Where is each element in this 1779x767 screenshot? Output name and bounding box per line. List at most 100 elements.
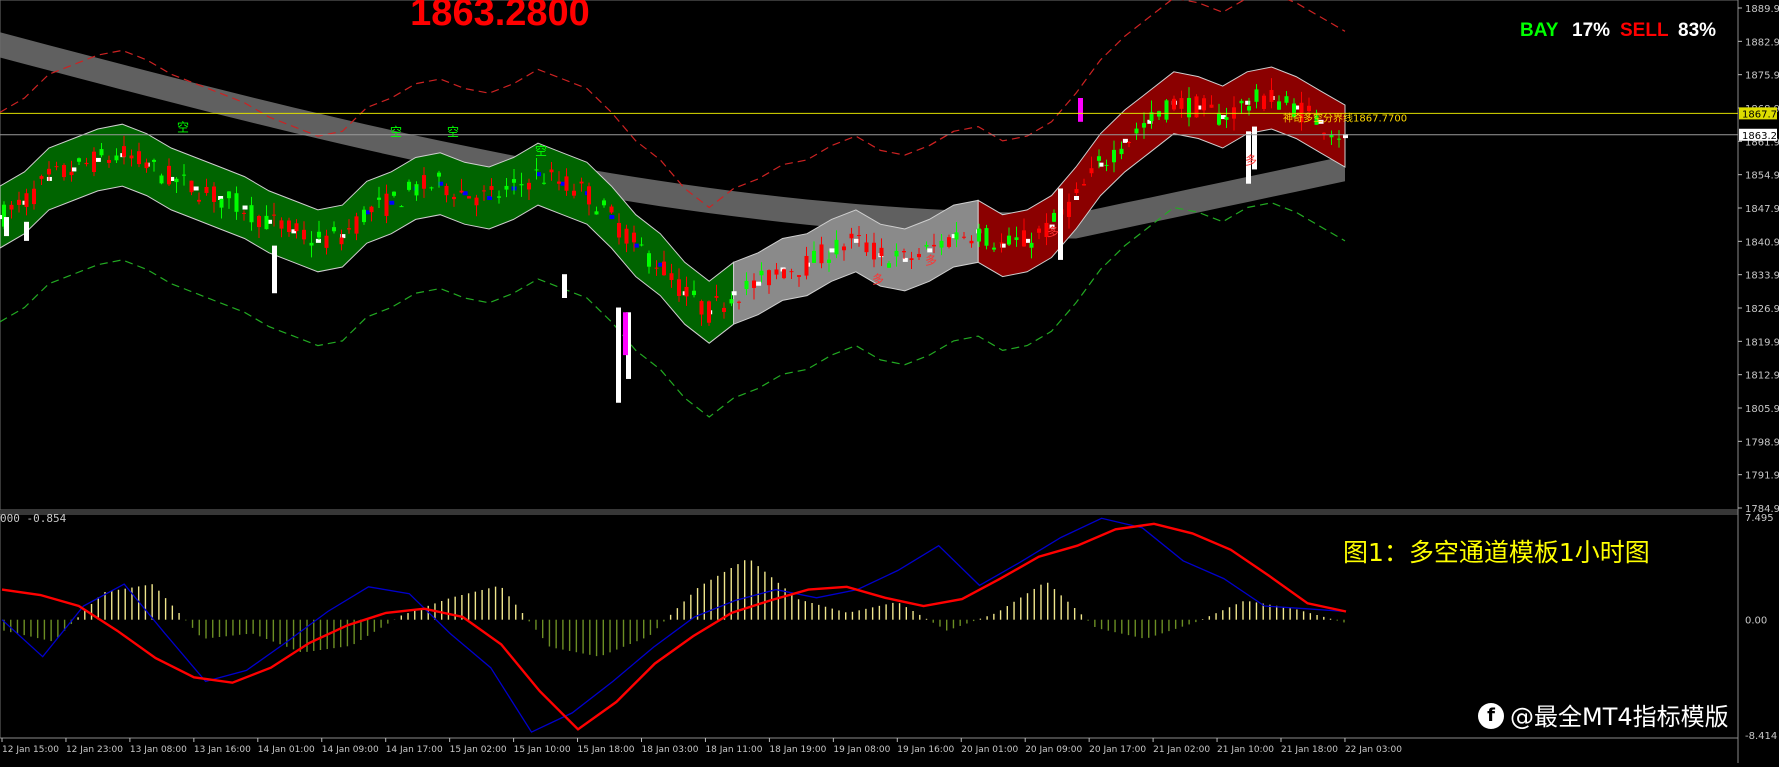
candle-body <box>842 246 846 251</box>
candle-body <box>92 151 96 172</box>
candle-body <box>744 280 749 289</box>
trend-dot <box>1025 238 1031 243</box>
trend-dot <box>169 176 175 181</box>
candle-body <box>984 228 989 246</box>
candle-body <box>2 204 6 227</box>
candle-body <box>1247 106 1251 111</box>
trend-dot <box>487 196 493 200</box>
time-tick-label: 21 Jan 10:00 <box>1217 745 1274 755</box>
bay-label: BAY <box>1520 20 1559 41</box>
trend-dot <box>756 281 762 286</box>
candle-body <box>174 178 179 183</box>
candle-body <box>1104 164 1109 166</box>
trend-dot <box>829 248 835 253</box>
candle-body <box>969 240 974 244</box>
candle-body <box>249 205 254 223</box>
candle-body <box>242 212 246 214</box>
candle-body <box>534 169 539 171</box>
candle-body <box>137 151 141 165</box>
candle-body <box>1194 96 1199 118</box>
candle-body <box>617 222 621 238</box>
candle-body <box>1142 123 1146 128</box>
line-label: 神奇多空分界线1867.7700 <box>1283 111 1407 124</box>
candle-body <box>1074 189 1079 194</box>
trend-dot <box>1049 224 1055 229</box>
trend-dot <box>1000 243 1006 248</box>
candle-body <box>1187 97 1191 118</box>
trend-dot <box>1196 105 1202 110</box>
candle-body <box>107 159 111 163</box>
trend-dot <box>1318 119 1324 124</box>
time-tick-label: 22 Jan 03:00 <box>1345 745 1402 755</box>
candle-body <box>587 186 591 205</box>
candle-body <box>759 270 764 276</box>
trend-dot <box>853 238 859 243</box>
candle-body <box>482 190 486 192</box>
time-tick-label: 20 Jan 09:00 <box>1025 745 1082 755</box>
time-tick-label: 20 Jan 17:00 <box>1089 745 1146 755</box>
candle-body <box>834 239 839 255</box>
time-tick-label: 14 Jan 01:00 <box>258 745 315 755</box>
candle-body <box>677 279 681 296</box>
candle-body <box>1292 103 1296 118</box>
candle-body <box>294 223 299 232</box>
duo-marker: 多 <box>1047 225 1059 239</box>
candle-body <box>954 232 959 240</box>
candle-body <box>977 228 981 242</box>
watermark: @最全MT4指标模版 <box>1510 703 1729 731</box>
candle-body <box>1149 112 1154 122</box>
candle-body <box>167 165 171 185</box>
candle-body <box>339 237 344 245</box>
candle-body <box>729 299 734 304</box>
candle-body <box>512 179 516 183</box>
price-tick-label: 1784.90 <box>1745 504 1779 515</box>
candle-body <box>1307 105 1311 112</box>
trend-dot <box>536 172 541 177</box>
candle-body <box>354 216 359 234</box>
candle-body <box>287 220 291 233</box>
time-tick-label: 20 Jan 01:00 <box>961 745 1018 755</box>
channel-band-red <box>977 66 1346 278</box>
candle-body <box>924 244 929 247</box>
trend-dot <box>1098 162 1104 167</box>
candle-body <box>212 186 216 202</box>
signal-stick <box>24 221 29 241</box>
price-tick-label: 1861.90 <box>1745 137 1779 148</box>
candle-body <box>1044 222 1049 238</box>
signal-stick <box>626 312 631 379</box>
candle-body <box>279 220 284 229</box>
candle-body <box>257 216 261 228</box>
candle-body <box>377 197 381 200</box>
time-tick-label: 12 Jan 23:00 <box>66 745 123 755</box>
candle-body <box>489 186 494 190</box>
trend-dot <box>609 215 615 220</box>
candle-body <box>129 155 134 159</box>
trend-dot <box>1245 100 1251 105</box>
candle-body <box>1022 230 1026 247</box>
candle-body <box>234 193 239 212</box>
candle-body <box>1082 183 1086 186</box>
duo-marker: 多 <box>872 273 884 287</box>
price-tick-label: 1882.90 <box>1745 37 1779 48</box>
bay-value: 17% <box>1572 20 1611 41</box>
candle-body <box>1157 111 1161 117</box>
candle-body <box>1337 138 1341 140</box>
candle-body <box>47 168 51 175</box>
candle-body <box>1067 201 1071 217</box>
candle-body <box>77 158 81 162</box>
candle-body <box>272 214 276 216</box>
candle-body <box>722 307 726 312</box>
candle-body <box>1089 168 1094 174</box>
candle-body <box>647 253 651 267</box>
trend-dot <box>0 215 3 220</box>
candle-body <box>752 280 756 288</box>
signal-stick <box>4 217 9 237</box>
candle-body <box>947 237 951 247</box>
candle-body <box>302 229 306 240</box>
candle-body <box>467 196 471 199</box>
signal-line <box>1 522 1347 731</box>
trend-dot <box>902 257 908 262</box>
trend-dot <box>731 291 737 296</box>
price-tick-label: 1854.90 <box>1745 171 1779 182</box>
candle-body <box>1314 115 1319 125</box>
